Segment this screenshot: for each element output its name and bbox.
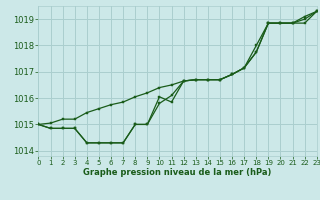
X-axis label: Graphe pression niveau de la mer (hPa): Graphe pression niveau de la mer (hPa) (84, 168, 272, 177)
